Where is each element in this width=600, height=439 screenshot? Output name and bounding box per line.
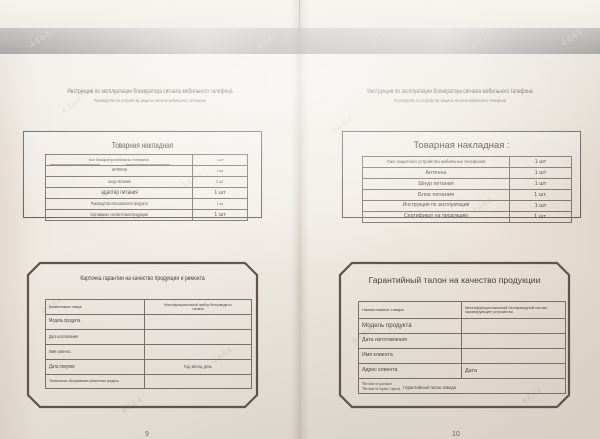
right-header-title: Инструкция по эксплуатации блокиратора с… (367, 88, 533, 95)
cell-qty: 1 шт (534, 180, 547, 187)
row-label: Модель продукта (362, 321, 412, 329)
table-row: Наименование товара Многофункциональный п… (45, 299, 252, 315)
row-value-empty (144, 329, 252, 345)
cell-qty: 1 шт. (534, 213, 547, 220)
cell-qty: 1 шт (214, 189, 226, 196)
row-label: Техническое обслуживание ремонтные креди… (49, 378, 119, 384)
table-row: Дата изготовления (45, 329, 252, 345)
row-value: Многофункциональный прибор беспроводного… (164, 301, 232, 311)
row-value: Дата (465, 367, 477, 374)
table-row: The date of purchase The date of repair … (358, 378, 566, 394)
footer-note-ru: Гарантийный талон завода (403, 385, 456, 391)
left-warranty-title: Карточка гарантии на качество продукции … (80, 275, 205, 282)
row-label: Наименование товара (362, 306, 404, 312)
footer-note-line2: The date of repair ( repair) (362, 386, 401, 391)
row-value-empty (461, 348, 566, 364)
row-value-empty (144, 314, 252, 330)
table-row: Имя клиента : (45, 344, 252, 360)
cell-qty: 1 шт (534, 158, 547, 165)
right-invoice-table: Узел защитного устройства мобильных теле… (362, 156, 572, 223)
row-value-empty (461, 318, 566, 334)
row-value-empty (461, 333, 566, 349)
table-row: адаптер питания 1 шт (45, 187, 248, 199)
cell-qty: 1 шт. (534, 191, 547, 198)
table-row: Адрес клиента Дата (358, 363, 566, 379)
right-invoice-rows: Узел защитного устройства мобильных теле… (362, 156, 572, 223)
row-value: Год, месяц, день (184, 364, 212, 370)
cell-name: Антенна (425, 169, 447, 176)
right-page: Инструкция по эксплуатации блокиратора с… (300, 28, 600, 439)
right-warranty-rows: Наименование товара Многофункциональный б… (358, 301, 566, 394)
handwriting-underline (50, 164, 100, 165)
cell-name: Сертификат на продукцию (403, 213, 469, 220)
right-header-subtitle: Руководство по устройству защиты сигнала… (394, 97, 506, 103)
cell-name: Шнур питания (418, 180, 454, 187)
right-warranty-table: Наименование товара Многофункциональный б… (358, 301, 566, 394)
table-row: Модель продукта (45, 314, 252, 330)
table-row: антенна 1 шт (45, 165, 248, 177)
left-page-number: 9 (145, 431, 149, 438)
table-row: Руководство пользователя продукта 1 шт (45, 198, 248, 210)
left-header-title: Инструкция по эксплуатации блокиратора с… (67, 88, 233, 95)
left-header-subtitle: Руководство по устройству защиты сигнала… (94, 97, 206, 103)
cell-qty: 1 шт (216, 179, 224, 185)
table-row: Инструкция по эксплуатации 1 шт (362, 200, 572, 212)
left-warranty-table: Наименование товара Многофункциональный п… (45, 299, 252, 389)
right-warranty-title: Гарантийный талон на качество продукции (368, 275, 541, 285)
spine-line (299, 0, 300, 28)
left-warranty-rows: Наименование товара Многофункциональный п… (45, 299, 252, 389)
row-label: Имя клиента : (49, 349, 73, 355)
table-row: Имя клиента (358, 348, 566, 364)
cell-qty: 1 шт (534, 169, 547, 176)
cell-qty: 1 шт (534, 202, 547, 209)
cell-name: Сертификат соответствия продукции (90, 211, 148, 217)
row-value: Многофункциональный беспроводной сигнал … (465, 304, 548, 314)
table-row: Узел защитного устройства мобильных теле… (362, 156, 572, 168)
table-row: Сертификат соответствия продукции 1 шт (45, 209, 248, 221)
cell-qty: 1 шт (216, 167, 224, 173)
cell-name: шнур питания (107, 179, 131, 185)
table-row: Модель продукта (358, 318, 566, 334)
left-invoice-title: Товарная накладная (111, 141, 174, 150)
cell-qty: 1 шт (214, 211, 226, 218)
handwriting-underline (126, 164, 170, 165)
row-label: Дата изготовления (49, 333, 79, 339)
cell-name: Руководство пользователя продукта (90, 200, 148, 206)
left-page: Инструкция по эксплуатации блокиратора с… (0, 28, 300, 439)
row-label: Дата изготовления (362, 337, 408, 344)
table-row: Дата покупки Год, месяц, день (45, 359, 252, 375)
table-row: Шнур питания 1 шт (362, 178, 572, 190)
cell-qty: 1 шт (216, 156, 224, 162)
row-label: Модель продукта (49, 318, 81, 325)
table-row: шнур питания 1 шт (45, 176, 248, 188)
right-page-number: 10 (452, 431, 460, 438)
right-invoice-title: Товарная накладная : (413, 140, 510, 151)
row-label: Имя клиента (362, 352, 393, 359)
cell-qty: 1 шт (216, 200, 224, 206)
cell-name: адаптер питания (100, 189, 138, 196)
table-row: Блок питания 1 шт. (362, 189, 572, 201)
cell-name: Узел защитного устройства мобильных теле… (386, 158, 486, 164)
right-page-header: Инструкция по эксплуатации блокиратора с… (300, 88, 600, 103)
cell-name: Блок питания (417, 191, 455, 198)
table-row: Антенна 1 шт (362, 167, 572, 179)
table-row: Сертификат на продукцию 1 шт. (362, 211, 572, 223)
table-row: Дата изготовления (358, 333, 566, 349)
table-row: Наименование товара Многофункциональный б… (358, 301, 566, 319)
left-page-header: Инструкция по эксплуатации блокиратора с… (0, 88, 300, 103)
photo-background-upper (0, 0, 600, 28)
cell-name: Инструкция по эксплуатации (402, 202, 470, 209)
cell-name: антенна (111, 167, 127, 174)
row-label: Наименование товара (49, 303, 82, 309)
row-label: Адрес клиента (362, 367, 398, 374)
warranty-footer-cell: The date of purchase The date of repair … (358, 378, 566, 394)
cell-name: Хост блокиратора мобильных телефонов (88, 156, 150, 162)
row-value-empty (144, 344, 252, 360)
table-row: Техническое обслуживание ремонтные креди… (45, 374, 252, 389)
row-value-empty (144, 374, 252, 389)
row-label: Дата покупки (49, 363, 75, 370)
